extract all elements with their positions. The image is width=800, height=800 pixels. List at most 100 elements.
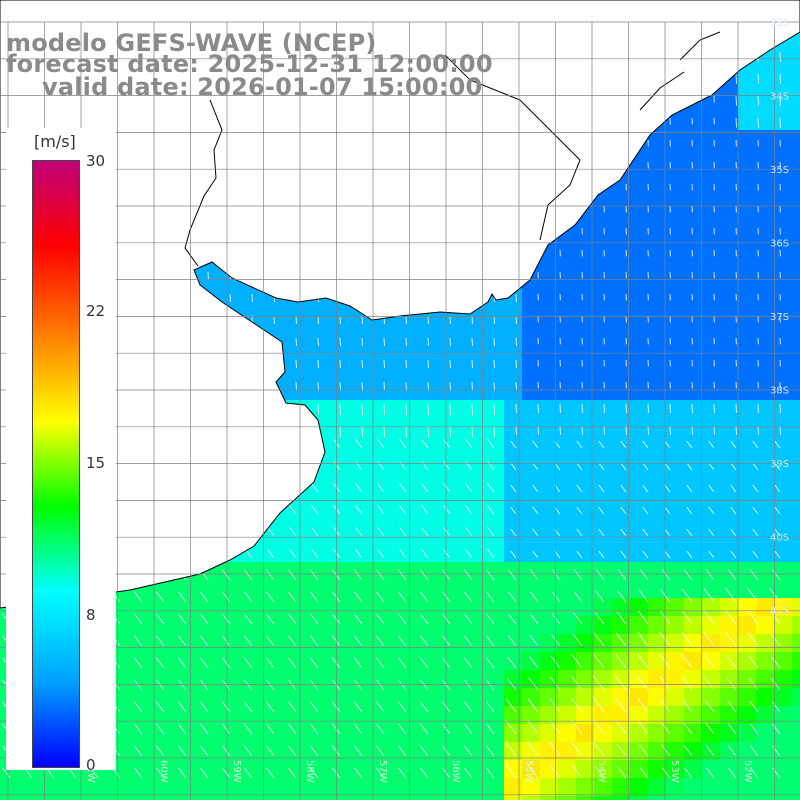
wind-speed-cell bbox=[432, 472, 451, 491]
wind-arrow bbox=[486, 679, 495, 691]
wind-speed-cell bbox=[792, 724, 800, 743]
wind-arrow bbox=[398, 526, 407, 537]
wind-speed-cell bbox=[522, 292, 541, 311]
wind-speed-cell bbox=[522, 508, 541, 527]
wind-arrow bbox=[661, 767, 671, 779]
wind-speed-cell bbox=[576, 634, 595, 653]
wind-speed-cell bbox=[648, 364, 667, 383]
wind-arrow bbox=[134, 723, 143, 735]
wind-arrow bbox=[486, 657, 495, 669]
wind-speed-cell bbox=[792, 40, 800, 59]
wind-arrow bbox=[683, 745, 693, 757]
wind-arrow bbox=[420, 482, 429, 493]
wind-arrow bbox=[616, 743, 627, 757]
wind-speed-cell bbox=[540, 796, 559, 800]
wind-arrow bbox=[772, 569, 781, 581]
wind-speed-cell bbox=[756, 310, 775, 329]
wind-speed-cell bbox=[648, 742, 667, 761]
wind-speed-cell bbox=[576, 364, 595, 383]
wind-speed-cell bbox=[378, 544, 397, 563]
wind-speed-cell bbox=[630, 742, 649, 761]
wind-arrow bbox=[728, 767, 737, 779]
wind-arrow bbox=[376, 701, 385, 713]
wind-speed-cell bbox=[360, 598, 379, 617]
wind-speed-cell bbox=[378, 724, 397, 743]
wind-speed-cell bbox=[396, 472, 415, 491]
wind-arrow bbox=[354, 438, 363, 449]
wind-speed-cell bbox=[198, 796, 217, 800]
wind-speed-cell bbox=[612, 256, 631, 275]
wind-speed-cell bbox=[630, 706, 649, 725]
wind-speed-cell bbox=[774, 544, 793, 563]
wind-speed-cell bbox=[450, 796, 469, 800]
wind-arrow bbox=[200, 613, 209, 625]
wind-arrow bbox=[464, 657, 473, 669]
wind-arrow bbox=[681, 653, 693, 669]
wind-speed-cell bbox=[702, 238, 721, 257]
wind-speed-cell bbox=[666, 256, 685, 275]
wind-speed-cell bbox=[450, 616, 469, 635]
wind-speed-cell bbox=[396, 418, 415, 437]
wind-speed-cell bbox=[306, 616, 325, 635]
wind-arrow bbox=[772, 745, 781, 757]
wind-speed-cell bbox=[450, 508, 469, 527]
wind-speed-cell bbox=[342, 328, 361, 347]
wind-speed-cell bbox=[360, 724, 379, 743]
wind-speed-cell bbox=[792, 490, 800, 509]
wind-speed-cell bbox=[504, 580, 523, 599]
wind-arrow bbox=[200, 745, 209, 757]
wind-arrow bbox=[549, 764, 561, 779]
wind-speed-cell bbox=[396, 436, 415, 455]
wind-arrow bbox=[594, 633, 605, 647]
wind-arrow bbox=[464, 613, 473, 625]
wind-speed-cell bbox=[720, 724, 739, 743]
wind-arrow bbox=[724, 609, 737, 625]
wind-speed-cell bbox=[720, 418, 739, 437]
wind-speed-cell bbox=[504, 490, 523, 509]
wind-arrow bbox=[354, 701, 363, 713]
wind-speed-cell bbox=[594, 616, 613, 635]
wind-speed-cell bbox=[648, 544, 667, 563]
wind-speed-cell bbox=[630, 382, 649, 401]
wind-speed-cell bbox=[738, 760, 757, 779]
wind-arrow bbox=[354, 679, 363, 691]
wind-speed-cell bbox=[360, 652, 379, 671]
wind-speed-cell bbox=[540, 292, 559, 311]
wind-speed-cell bbox=[360, 742, 379, 761]
wind-speed-cell bbox=[234, 580, 253, 599]
wind-arrow bbox=[288, 701, 297, 713]
wind-arrow bbox=[376, 504, 385, 515]
wind-speed-cell bbox=[486, 796, 505, 800]
wind-speed-cell bbox=[612, 760, 631, 779]
wind-speed-cell bbox=[486, 598, 505, 617]
wind-speed-cell bbox=[486, 346, 505, 365]
wind-arrow bbox=[486, 482, 495, 493]
wind-speed-cell bbox=[576, 490, 595, 509]
wind-speed-cell bbox=[720, 436, 739, 455]
wind-arrow bbox=[774, 440, 781, 449]
wind-speed-cell bbox=[180, 706, 199, 725]
wind-speed-cell bbox=[342, 706, 361, 725]
wind-speed-cell bbox=[630, 778, 649, 797]
wind-speed-cell bbox=[540, 598, 559, 617]
wind-speed-cell bbox=[756, 742, 775, 761]
wind-arrow bbox=[615, 653, 627, 669]
wind-speed-cell bbox=[180, 724, 199, 743]
wind-speed-cell bbox=[342, 418, 361, 437]
wind-speed-cell bbox=[180, 616, 199, 635]
wind-arrow bbox=[222, 657, 231, 669]
wind-speed-cell bbox=[216, 688, 235, 707]
wind-arrow bbox=[266, 679, 275, 691]
wind-speed-cell bbox=[738, 76, 757, 95]
wind-speed-cell bbox=[414, 742, 433, 761]
wind-speed-cell bbox=[450, 382, 469, 401]
wind-arrow bbox=[527, 698, 539, 713]
wind-speed-cell bbox=[342, 364, 361, 383]
wind-arrow bbox=[549, 741, 561, 757]
wind-speed-cell bbox=[324, 364, 343, 383]
wind-arrow bbox=[532, 440, 539, 449]
wind-speed-cell bbox=[288, 706, 307, 725]
wind-arrow bbox=[376, 767, 385, 779]
wind-speed-cell bbox=[396, 598, 415, 617]
wind-speed-cell bbox=[342, 688, 361, 707]
